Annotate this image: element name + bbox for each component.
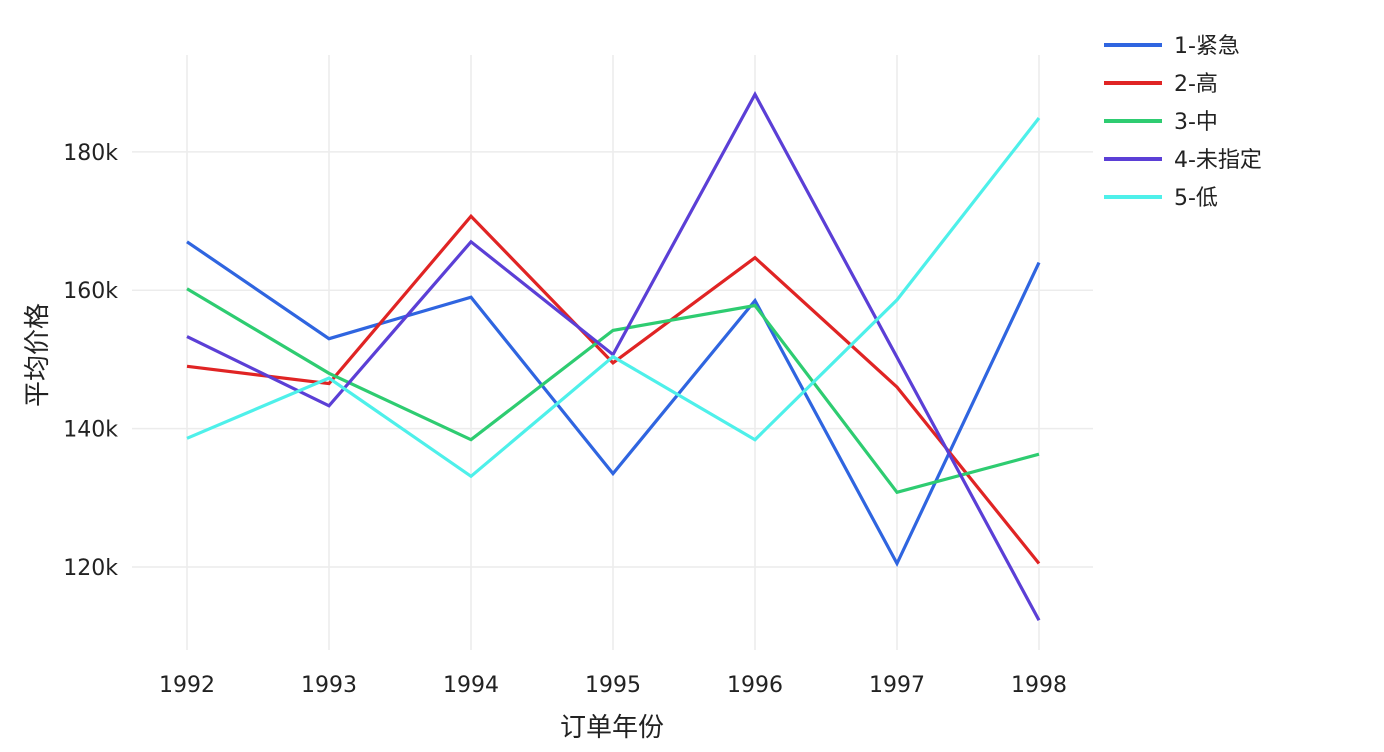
y-tick-label: 180k [63,141,118,166]
x-tick-label: 1993 [301,673,357,698]
series-line [186,240,1041,568]
grid [132,55,1093,650]
x-tick-label: 1998 [1011,673,1067,698]
x-tick-label: 1996 [727,673,783,698]
legend-label: 2-高 [1174,72,1218,97]
x-tick-label: 1994 [443,673,499,698]
x-tick-label: 1997 [869,673,925,698]
legend: 1-紧急 2-高 3-中 4-未指定 5-低 [1104,34,1262,211]
series-line [186,117,1041,479]
legend-label: 3-中 [1174,110,1218,135]
legend-label: 4-未指定 [1174,148,1262,173]
series-line [186,287,1040,495]
x-axis-title: 订单年份 [560,713,664,743]
legend-label: 5-低 [1174,186,1218,211]
series-line [186,91,1041,622]
x-tick-label: 1992 [159,673,215,698]
y-axis-title: 平均价格 [23,303,53,407]
legend-label: 1-紧急 [1174,34,1240,59]
y-tick-label: 120k [63,556,118,581]
y-tick-label: 140k [63,418,118,443]
series-lines [186,91,1041,622]
x-axis-ticks: 1992 1993 1994 1995 1996 1997 1998 [159,673,1067,698]
y-axis-ticks: 120k 140k 160k 180k [63,141,118,581]
series-line [186,213,1041,565]
x-tick-label: 1995 [585,673,641,698]
y-tick-label: 160k [63,279,118,304]
